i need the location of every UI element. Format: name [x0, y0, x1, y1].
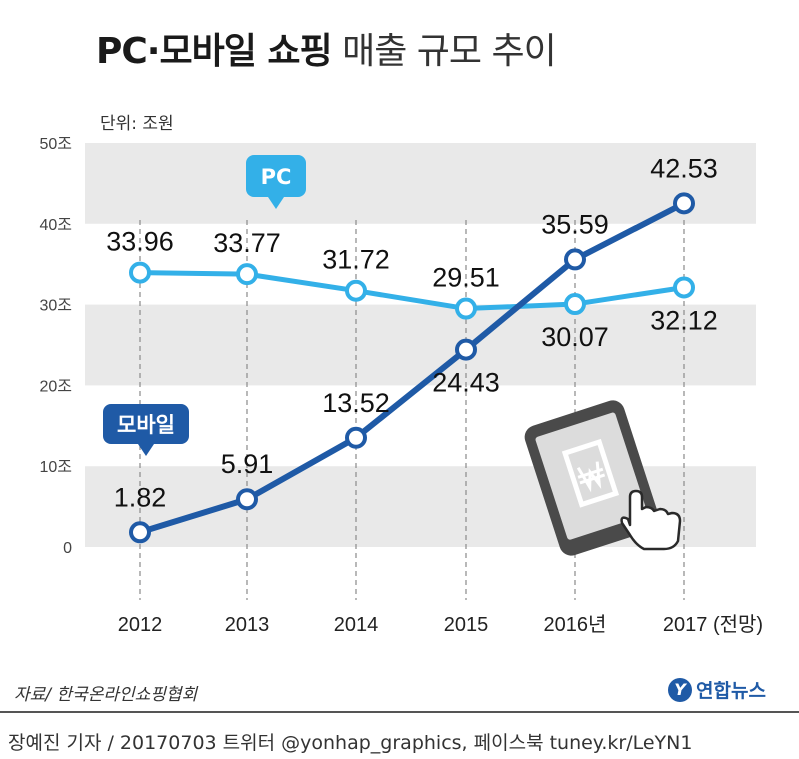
y-tick-label: 20조: [39, 378, 72, 395]
series-badge-mobile-label: 모바일: [117, 413, 175, 437]
yonhap-logo: Y 연합뉴스: [668, 676, 766, 703]
y-tick-label: 10조: [39, 459, 72, 476]
data-point-pc: [564, 293, 586, 316]
data-point-mobile: [673, 192, 695, 215]
data-point-pc: [455, 297, 477, 320]
data-label-mobile: 35.59: [541, 209, 609, 239]
x-tick-label: 2017 (전망): [663, 613, 763, 636]
data-point-mobile: [455, 338, 477, 361]
logo-mark: Y: [668, 677, 692, 702]
logo-name: 연합뉴스: [696, 680, 766, 702]
data-label-pc: 32.12: [650, 305, 718, 335]
footer-divider: [0, 711, 799, 713]
y-tick-label: 30조: [39, 298, 72, 315]
data-point-pc: [345, 279, 367, 302]
unit-label: 단위: 조원: [100, 114, 174, 134]
data-point-mobile: [129, 521, 151, 544]
data-label-pc: 29.51: [432, 263, 500, 293]
data-point-pc: [236, 263, 258, 286]
won-frame: [561, 438, 620, 508]
data-label-mobile: 1.82: [114, 482, 167, 512]
pointing-hand-icon: [620, 489, 682, 551]
y-tick-label: 0: [63, 540, 72, 557]
data-label-mobile: 5.91: [221, 449, 274, 479]
data-label-pc: 33.96: [106, 227, 174, 257]
title-light: 매출 규모 추이: [342, 31, 557, 72]
series-badge-mobile-box: [103, 404, 189, 444]
data-label-pc: 31.72: [322, 245, 390, 275]
x-tick-label: 2014: [334, 614, 379, 636]
series-line-mobile: [139, 200, 686, 536]
series-badge-pc-box: [246, 155, 306, 197]
hand-shape: [620, 489, 682, 551]
x-tick-label: 2016년: [544, 613, 607, 636]
data-label-mobile: 24.43: [432, 368, 500, 398]
data-label-pc: 33.77: [213, 228, 281, 258]
data-label-mobile: 13.52: [322, 388, 390, 418]
data-point-pc: [673, 276, 695, 299]
won-sign-icon: [576, 461, 606, 493]
series-line-pc: [139, 270, 685, 312]
data-label-pc: 30.07: [541, 322, 609, 352]
data-point-mobile: [236, 488, 258, 511]
credit-line: 장예진 기자 / 20170703 트위터 @yonhap_graphics, …: [8, 732, 693, 754]
data-point-mobile: [564, 248, 586, 271]
line-chart: 0 10조 20조 30조 40조 50조 2012 2013 2014 2015 2016년 201…: [39, 136, 763, 636]
data-point-mobile: [345, 426, 367, 449]
source-note: 자료/ 한국온라인쇼핑협회: [14, 685, 198, 705]
series-badge-pc-pointer: [268, 197, 284, 209]
series-badge-pc-label: PC: [261, 165, 292, 189]
grid-band-0: [85, 143, 756, 224]
data-point-pc: [129, 261, 151, 284]
y-tick-label: 40조: [39, 217, 72, 234]
grid-band-1: [85, 304, 756, 386]
data-label-mobile: 42.53: [650, 153, 718, 183]
x-tick-label: 2012: [118, 614, 163, 636]
x-tick-label: 2013: [225, 614, 270, 636]
x-tick-label: 2015: [444, 614, 489, 636]
series-badge-mobile-pointer: [138, 444, 154, 456]
chart-title: PC·모바일 쇼핑 매출 규모 추이: [96, 22, 557, 74]
y-tick-label: 50조: [39, 136, 72, 153]
title-bold: PC·모바일 쇼핑: [96, 31, 333, 72]
